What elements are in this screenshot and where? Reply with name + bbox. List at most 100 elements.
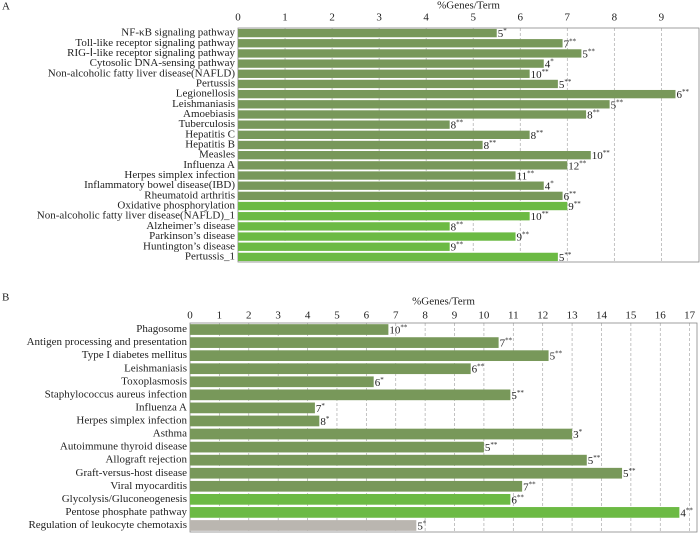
bar (190, 363, 471, 375)
significance: ** (588, 47, 596, 55)
bar-label: 5* (417, 519, 427, 532)
significance: ** (593, 108, 601, 116)
bar (190, 376, 374, 388)
significance: ** (517, 388, 525, 396)
category-label: Amoebiasis (183, 108, 235, 120)
gene-count: 8 (451, 119, 457, 131)
significance: ** (456, 118, 464, 126)
panel-label: A (2, 1, 10, 13)
category-label: Asthma (153, 428, 187, 440)
bar-label: 5** (588, 454, 601, 467)
category-label: Herpes simplex infection (76, 415, 187, 427)
significance: ** (536, 128, 544, 136)
gene-count: 6 (375, 376, 381, 388)
bar-label: 9** (517, 230, 530, 243)
category-label: Herpes simplex infection (124, 169, 235, 181)
bar (190, 493, 511, 505)
x-tick-label: 6 (517, 12, 523, 24)
category-label: Cytosolic DNA-sensing pathway (90, 57, 236, 69)
significance: ** (616, 98, 624, 106)
bar (190, 507, 680, 518)
category-label: Oxidative phosphorylation (117, 200, 235, 212)
category-label: Leishmaniasis (172, 98, 235, 110)
category-label: RIG-Ⅰ-like receptor signaling pathway (67, 47, 235, 59)
bar-label: 6* (375, 375, 385, 388)
x-tick-label: 7 (393, 310, 399, 322)
bar-label: 8** (484, 139, 497, 152)
x-axis-title: %Genes/Term (437, 0, 500, 12)
category-label: Toxoplasmosis (121, 375, 187, 387)
category-label: Non-alcoholic fatty liver disease(NAFLD)… (37, 210, 235, 222)
bar (190, 324, 389, 335)
bar (190, 415, 320, 427)
gene-count: 7 (523, 481, 529, 493)
gene-count: 8 (484, 140, 490, 152)
significance: ** (682, 88, 690, 96)
bar (238, 171, 516, 180)
significance: ** (542, 210, 550, 218)
gene-count: 5 (588, 455, 594, 467)
x-tick-label: 11 (508, 310, 519, 322)
bar-label: 7* (316, 402, 326, 415)
bar-label: 10** (592, 149, 611, 162)
significance: ** (555, 349, 563, 357)
category-label: Regulation of leukocyte chemotaxis (28, 519, 187, 531)
significance: ** (569, 189, 577, 197)
category-label: Non-alcoholic fatty liver disease(NAFLD) (48, 67, 236, 79)
x-tick-label: 8 (612, 12, 618, 24)
bar (238, 39, 563, 48)
bar-label: 5* (498, 27, 508, 40)
x-tick-label: 16 (655, 310, 667, 322)
significance: ** (505, 336, 513, 344)
gene-count: 5 (611, 99, 617, 111)
gene-count: 4 (545, 180, 551, 192)
x-tick-label: 17 (684, 310, 696, 322)
bar-label: 5** (623, 467, 636, 480)
bar-label: 5** (550, 349, 563, 362)
gene-count: 8 (531, 129, 537, 141)
bar-label: 8** (587, 108, 600, 121)
plot-frame (189, 322, 698, 533)
x-tick-label: 6 (364, 310, 370, 322)
gene-count: 9 (451, 241, 457, 253)
bar (238, 110, 587, 119)
significance: ** (400, 323, 408, 331)
bar (238, 49, 582, 58)
bar-label: 8** (451, 220, 464, 233)
gene-count: 4 (545, 58, 551, 70)
x-tick-label: 12 (537, 310, 548, 322)
gene-count: 10 (531, 68, 543, 80)
x-tick-label: 0 (235, 12, 241, 24)
bar (238, 201, 568, 211)
bar-label: 10** (531, 210, 550, 223)
x-tick-label: 9 (452, 310, 458, 322)
bar-label: 3* (573, 428, 583, 441)
bar (190, 520, 417, 531)
category-label: Influenza A (183, 159, 235, 171)
x-tick-label: 5 (470, 12, 476, 24)
significance: * (503, 27, 507, 35)
x-tick-label: 2 (329, 12, 335, 24)
bar (238, 191, 563, 201)
gene-count: 8 (587, 109, 593, 121)
category-label: Leishmaniasis (124, 362, 187, 374)
significance: ** (564, 251, 572, 259)
bar (190, 454, 587, 466)
significance: * (321, 402, 325, 410)
significance: ** (542, 67, 550, 75)
bar-label: 5** (485, 441, 498, 454)
bar-label: 6** (511, 493, 524, 506)
category-label: Allograft rejection (105, 454, 187, 466)
bar (238, 232, 516, 241)
bar-label: 8** (451, 118, 464, 131)
bar-label: 11** (517, 169, 535, 182)
gene-count: 10 (389, 324, 401, 336)
x-tick-label: 1 (217, 310, 223, 322)
gene-count: 5 (582, 48, 588, 60)
gene-count: 11 (517, 170, 528, 182)
bar (238, 79, 558, 89)
significance: ** (489, 139, 497, 147)
category-label: Alzheimer’s disease (146, 220, 235, 232)
x-tick-label: 5 (334, 310, 340, 322)
